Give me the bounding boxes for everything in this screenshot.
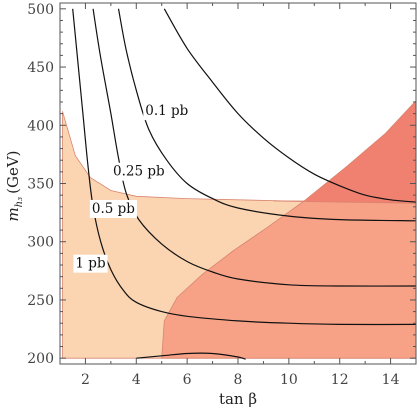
contour-label-bg-3 [73,254,108,273]
y-axis-title-subscript: h₃ [14,197,25,207]
x-tick-label: 12 [331,372,349,388]
contour-label-1: 0.25 pb [113,164,165,180]
y-tick-label: 500 [27,2,54,18]
x-tick-label: 4 [132,372,141,388]
contour-line-2 [92,8,417,287]
shaded-regions [62,99,417,359]
y-axis-ticks: 200 250 300 350 400 450 500 [27,2,416,367]
y-tick-label: 300 [27,235,54,251]
contour-line-3 [72,8,417,326]
contour-label-bg-1 [111,162,167,181]
y-tick-label: 400 [27,118,54,134]
x-tick-label: 10 [280,372,298,388]
contour-label-bg-0 [143,102,191,121]
y-tick-label: 450 [27,60,54,76]
x-tick-label: 14 [382,372,400,388]
contour-labels: 0.1 pb 0.25 pb 0.5 pb 1 pb [73,102,191,273]
contour-label-0: 0.1 pb [145,103,188,119]
contour-label-2: 0.5 pb [92,201,135,217]
y-tick-label: 250 [27,293,54,309]
y-axis-title-unit: (GeV) [4,150,22,193]
x-tick-label: 8 [234,372,243,388]
x-tick-label: 6 [183,372,192,388]
contour-line-1 [117,8,417,222]
contour-label-3: 1 pb [75,256,105,272]
y-axis-title-symbol: m [4,207,22,221]
x-axis-title: tan β [219,390,257,408]
x-tick-label: 2 [81,372,90,388]
contour-line-0 [163,8,417,203]
y-tick-label: 350 [27,177,54,193]
region-dark [273,99,417,204]
y-axis-title: mh₃ (GeV) [4,150,25,221]
y-tick-label: 200 [27,351,54,367]
x-axis-ticks: 2 4 6 8 10 12 14 [59,3,417,388]
contour-line-4 [136,352,246,360]
contour-lines [72,8,417,360]
contour-label-bg-2 [89,199,137,218]
